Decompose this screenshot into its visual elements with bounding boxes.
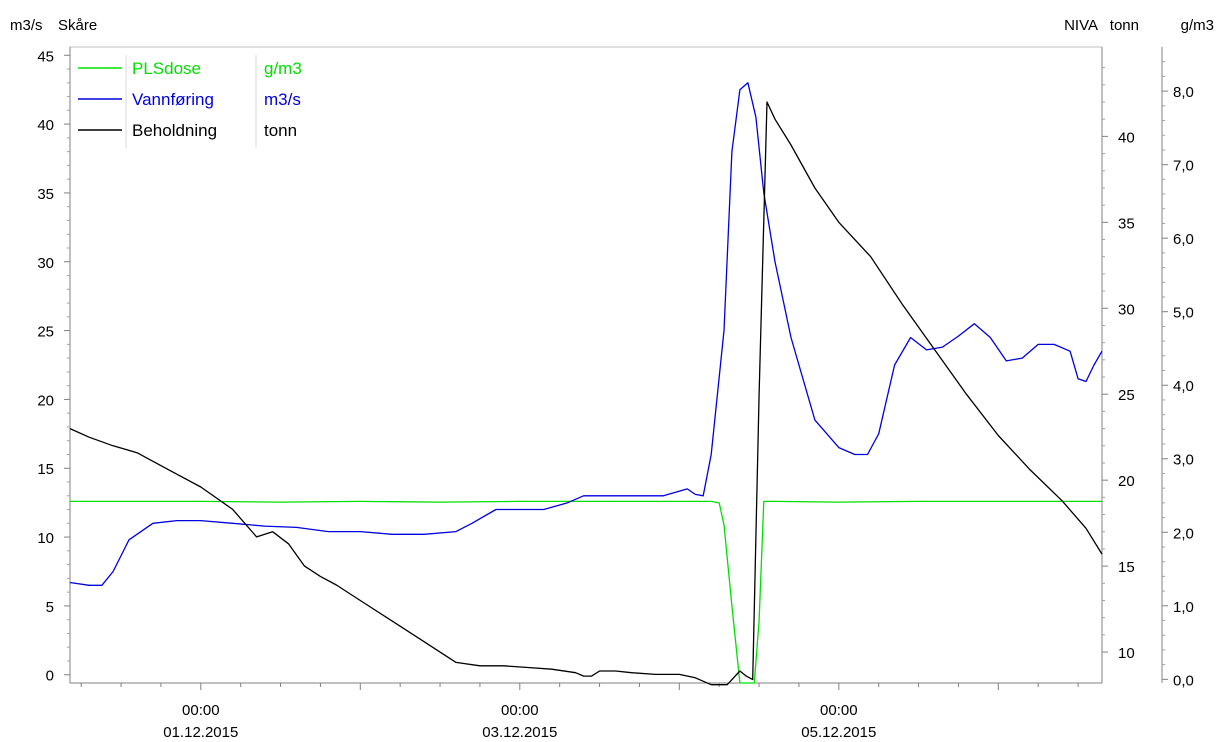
right2-tick-label: 3,0 [1173,452,1194,469]
right2-tick-label: 8,0 [1173,84,1194,101]
left-axis-unit: m3/s [10,17,43,34]
right1-tick-label: 35 [1118,215,1135,232]
right2-tick-label: 2,0 [1173,525,1194,542]
right1-tick-label: 30 [1118,301,1135,318]
right2-tick-label: 0,0 [1173,672,1194,689]
legend-entry-unit: g/m3 [264,59,302,78]
left-tick-label: 10 [37,530,54,547]
left-axis-ticks: 0 5 10 15 20 25 30 35 40 45 [37,48,70,685]
right2-tick-label: 6,0 [1173,231,1194,248]
left-tick-label: 45 [37,48,54,65]
legend-entry-name: Vannføring [132,90,214,109]
series-group [69,82,1103,686]
x-tick-date: 05.12.2015 [801,724,876,741]
series-line-beholdning [69,101,1103,686]
right-axis-1-ticks: 10 15 20 25 30 35 40 [1102,67,1135,662]
series-line-vannf-ring [69,82,1103,586]
left-tick-label: 25 [37,324,54,341]
x-axis-ticks: 00:00 01.12.2015 00:00 03.12.2015 00:00 05.12… [80,683,1079,741]
right2-tick-label: 5,0 [1173,305,1194,322]
left-tick-label: 30 [37,255,54,272]
right1-tick-label: 25 [1118,387,1135,404]
legend-background [74,53,330,149]
right-axis-1-unit: tonn [1110,17,1139,34]
x-tick-time: 00:00 [820,702,858,719]
left-tick-label: 15 [37,461,54,478]
x-tick-date: 01.12.2015 [163,724,238,741]
x-tick-date: 03.12.2015 [482,724,557,741]
left-tick-label: 40 [37,117,54,134]
x-tick-time: 00:00 [182,702,220,719]
legend-entry-name: PLSdose [132,59,201,78]
legend-entry-unit: m3/s [264,90,301,109]
left-tick-label: 0 [46,668,54,685]
left-tick-label: 5 [46,599,54,616]
right2-tick-label: 7,0 [1173,158,1194,175]
right1-tick-label: 20 [1118,473,1135,490]
right1-tick-label: 15 [1118,559,1135,576]
right-source-label: NIVA [1064,17,1098,34]
legend: PLSdose g/m3 Vannføring m3/s Beholdning tonn [74,53,330,149]
right-axis-2-ticks: 0,0 1,0 2,0 3,0 4,0 5,0 6,0 7,0 8,0 [1162,61,1194,689]
left-tick-label: 20 [37,392,54,409]
right-axis-2-unit: g/m3 [1181,17,1214,34]
right1-tick-label: 40 [1118,129,1135,146]
right1-tick-label: 10 [1118,645,1135,662]
station-name: Skåre [58,17,97,34]
right2-tick-label: 4,0 [1173,378,1194,395]
x-tick-time: 00:00 [501,702,539,719]
right2-tick-label: 1,0 [1173,599,1194,616]
series-line-plsdose [70,500,1102,684]
legend-entry-name: Beholdning [132,121,217,140]
left-tick-label: 35 [37,186,54,203]
legend-entry-unit: tonn [264,121,297,140]
